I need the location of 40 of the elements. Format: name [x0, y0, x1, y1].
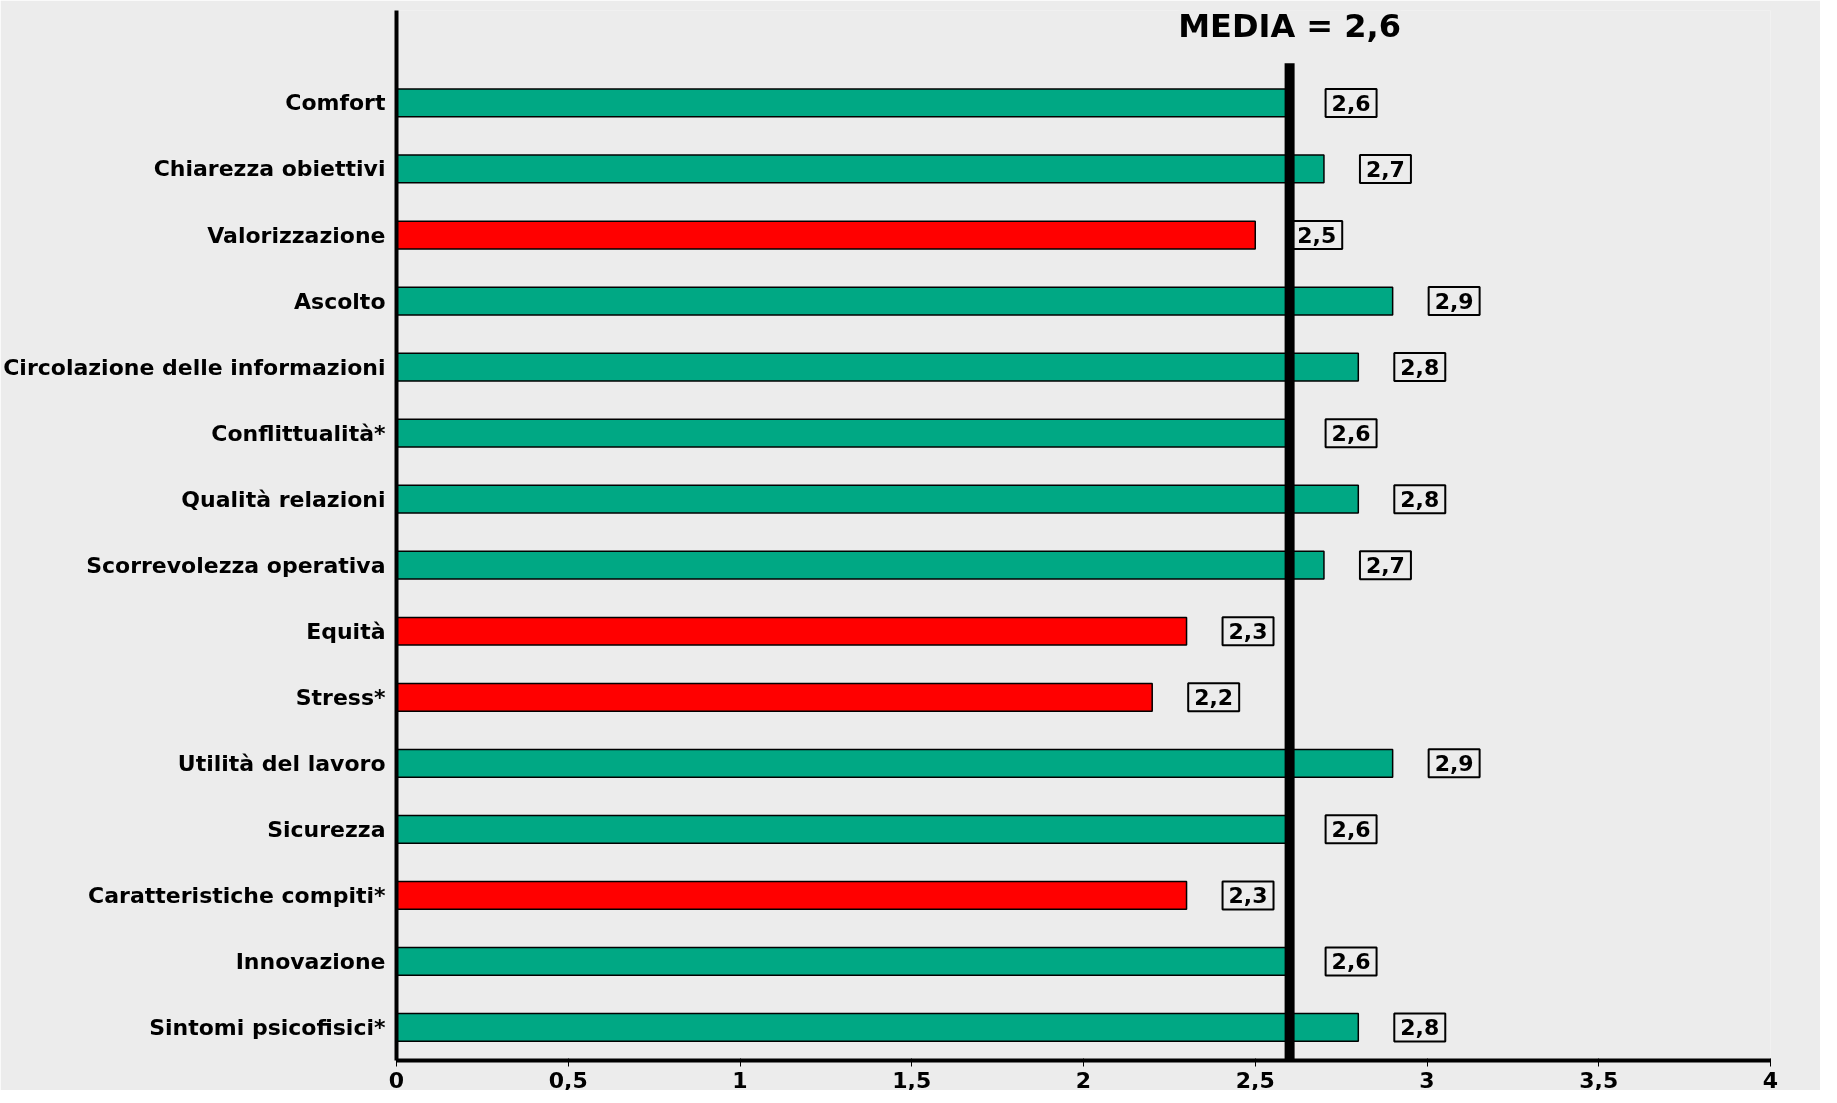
data-label: 2,7	[1365, 156, 1405, 182]
y-tick-label: Qualità relazioni	[181, 486, 386, 512]
data-label: 2,8	[1400, 1015, 1440, 1041]
data-label: 2,3	[1228, 883, 1268, 909]
y-tick-label: Equità	[306, 618, 386, 644]
x-tick-label: 2,5	[1235, 1067, 1275, 1093]
y-tick-label: Valorizzazione	[207, 222, 386, 248]
data-label: 2,9	[1434, 751, 1474, 777]
x-tick-label: 0	[388, 1067, 405, 1093]
x-tick-label: 3	[1419, 1067, 1435, 1093]
y-tick-label: Comfort	[285, 90, 386, 116]
data-label: 2,7	[1365, 553, 1405, 579]
y-tick-label: Chiarezza obiettivi	[153, 156, 386, 182]
data-label: 2,6	[1331, 90, 1371, 116]
y-tick-label: Ascolto	[294, 288, 386, 314]
x-tick-label: 0,5	[548, 1067, 588, 1093]
data-label: 2,6	[1331, 421, 1371, 447]
y-tick-label: Scorrevolezza operativa	[86, 552, 386, 578]
x-tick-label: 2	[1075, 1067, 1092, 1093]
x-tick-label: 1,5	[892, 1067, 932, 1093]
ref-line-label: MEDIA = 2,6	[1178, 6, 1401, 45]
data-label: 2,8	[1400, 355, 1440, 381]
data-label: 2,6	[1331, 949, 1371, 975]
y-tick-label: Utilità del lavoro	[177, 750, 386, 776]
x-tick-label: 4	[1762, 1067, 1779, 1093]
y-tick-label: Conflittualità*	[211, 420, 386, 446]
x-tick-label: 3,5	[1579, 1067, 1619, 1093]
y-tick-label: Caratteristiche compiti*	[88, 882, 386, 908]
x-tick-label: 1	[732, 1067, 748, 1093]
y-tick-label: Sicurezza	[267, 816, 386, 842]
data-label: 2,9	[1434, 289, 1474, 315]
data-label: 2,3	[1228, 619, 1268, 645]
y-tick-label: Circolazione delle informazioni	[3, 354, 386, 380]
y-tick-label: Sintomi psicofisici*	[149, 1014, 386, 1040]
data-label: 2,5	[1297, 223, 1337, 249]
data-label: 2,2	[1194, 685, 1234, 711]
data-label: 2,8	[1400, 487, 1440, 513]
data-label: 2,6	[1331, 817, 1371, 843]
y-tick-label: Stress*	[295, 684, 386, 710]
y-tick-label: Innovazione	[235, 948, 386, 974]
